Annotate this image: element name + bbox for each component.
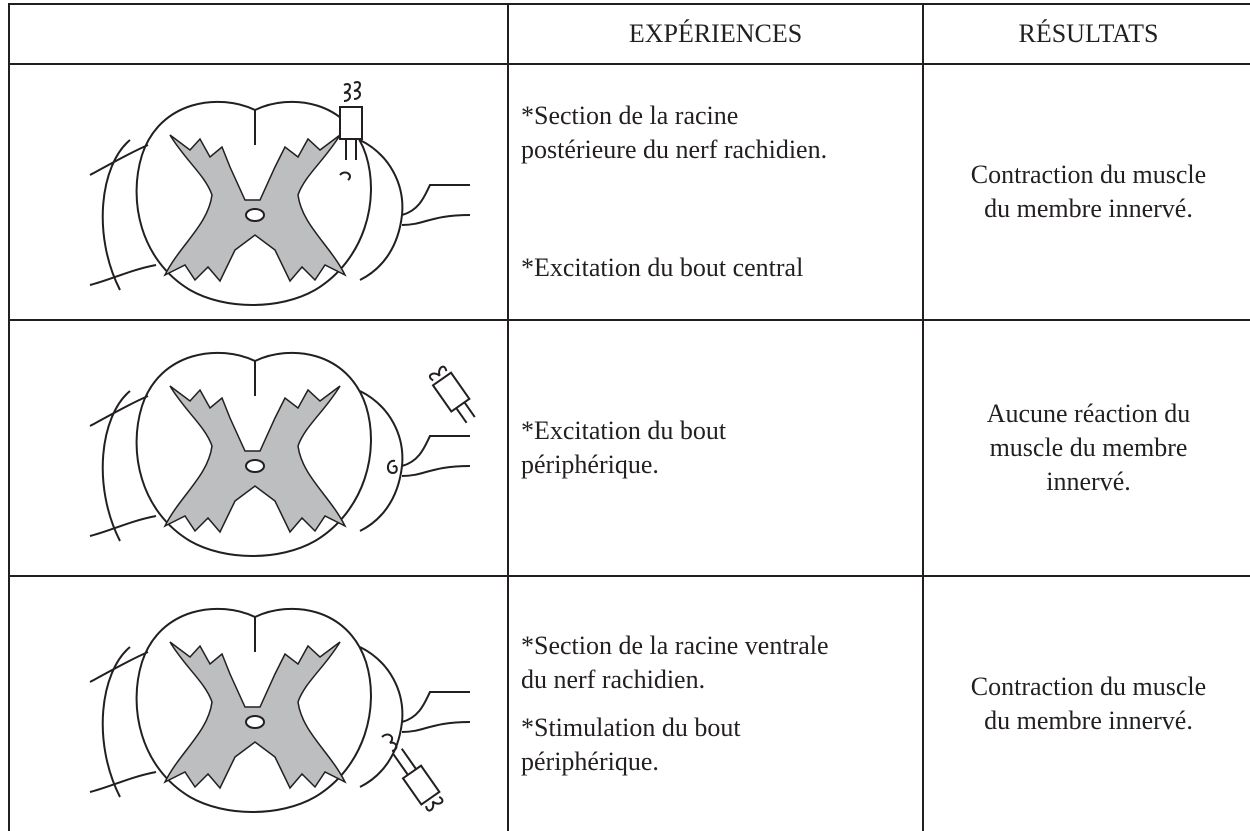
header-cell: RÉSULTATS — [922, 3, 1250, 65]
result-cell: Contraction du muscle du membre innervé. — [922, 63, 1250, 321]
text-line: du nerf rachidien. — [521, 665, 706, 694]
result-cell: Contraction du muscle du membre innervé. — [922, 575, 1250, 831]
row: *Excitation du bout périphérique. Aucune … — [8, 319, 1250, 577]
figure — [89, 351, 476, 557]
result-line: Contraction du muscle — [970, 672, 1207, 701]
experience-cell: *Excitation du bout périphérique. — [507, 319, 924, 577]
result-cell: Aucune réaction du muscle du membre innerv… — [922, 319, 1250, 577]
result-line: Contraction du muscle — [970, 160, 1207, 189]
experience-cell: *Section de la racine ventrale du nerf ra… — [507, 575, 924, 831]
result-line: du membre innervé. — [984, 194, 1193, 223]
text-line: postérieure du nerf rachidien. — [521, 135, 828, 164]
result-line: Aucune réaction du — [986, 399, 1191, 428]
figure — [89, 607, 471, 813]
figure-cell — [8, 575, 509, 831]
experience-paragraph: *Section de la racine postérieure du nerf… — [521, 99, 922, 167]
figure-cell — [8, 319, 509, 577]
row: *Section de la racine postérieure du nerf… — [8, 63, 1250, 321]
text-line: *Excitation du bout — [521, 416, 727, 445]
figure-cell — [8, 63, 509, 321]
table: EXPÉRIENCES RÉSULTATS *Section de la rac… — [8, 3, 1250, 831]
header-row: EXPÉRIENCES RÉSULTATS — [8, 3, 1250, 65]
experience-paragraph: *Excitation du bout périphérique. — [521, 414, 922, 482]
experience-paragraph: *Excitation du bout central — [521, 251, 922, 285]
header-cell — [8, 3, 509, 65]
experience-cell: *Section de la racine postérieure du nerf… — [507, 63, 924, 321]
text-line: *Section de la racine — [521, 101, 739, 130]
result-line: innervé. — [1046, 467, 1131, 496]
text-line: *Stimulation du bout — [521, 713, 741, 742]
text-line: *Excitation du bout central — [521, 253, 804, 282]
experience-paragraph: *Stimulation du bout périphérique. — [521, 711, 922, 779]
experience-paragraph: *Section de la racine ventrale du nerf ra… — [521, 629, 922, 697]
header-cell: EXPÉRIENCES — [507, 3, 924, 65]
result-line: muscle du membre — [989, 433, 1188, 462]
text-line: périphérique. — [521, 747, 659, 776]
figure — [89, 81, 471, 306]
text-line: périphérique. — [521, 450, 659, 479]
text-line: *Section de la racine ventrale — [521, 631, 829, 660]
row: *Section de la racine ventrale du nerf ra… — [8, 575, 1250, 831]
result-line: du membre innervé. — [984, 706, 1193, 735]
